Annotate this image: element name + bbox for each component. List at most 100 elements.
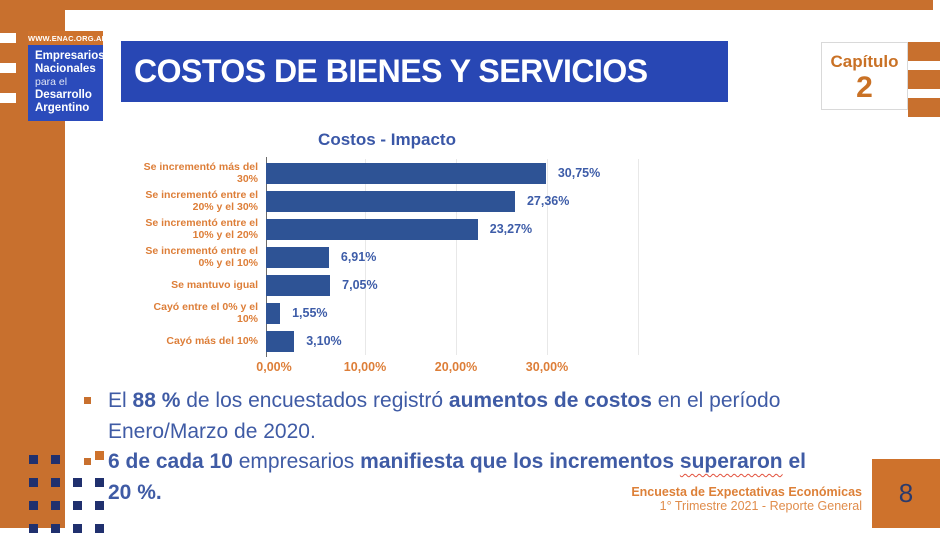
bullet-segment: empresarios [232,450,361,473]
deco-square-navy [29,524,38,533]
chart-bar-track: 6,91% [266,246,630,268]
bullet-segment: en el período [651,389,781,412]
chart-bar [266,330,295,352]
bullet-segment: 6 de cada 10 [108,450,233,473]
chart-bar [266,218,478,240]
chart-bar-track: 27,36% [266,190,630,212]
chapter-label: Capítulo [830,52,899,71]
logo-line: Nacionales [35,63,96,75]
deco-square-navy [51,478,60,487]
bullet-item: 6 de cada 10 empresarios manifiesta que … [84,447,884,508]
chart-x-tick: 10,00% [343,360,387,374]
left-bar-mark [0,63,16,73]
right-accent-bar [908,70,940,89]
bullet-marker [84,397,91,404]
logo-line: Argentino [35,102,90,114]
chart-bar-track: 3,10% [266,330,630,352]
chart-category-label: Se mantuvo igual [171,279,258,291]
chart-category-label: Se incrementó entre el 0% y el 10% [145,245,258,269]
page-number-box: 8 [872,459,940,528]
bullet-segment: aumentos de costos [448,389,652,412]
chart-category-label: Cayó más del 10% [166,335,258,347]
deco-square-navy [73,501,82,510]
chart-bar [266,302,281,324]
deco-square-navy [95,478,104,487]
chart-value-label: 6,91% [340,250,377,264]
chart-bar [266,162,546,184]
costs-impact-chart: Costos - Impacto Se incrementó más del 3… [140,130,670,382]
chart-bar [266,274,331,296]
chart-bar-row: Se incrementó entre el 20% y el 30% 27,36… [140,187,670,215]
slide-title: COSTOS DE BIENES Y SERVICIOS [134,53,648,89]
left-bar-mark [0,33,16,43]
chart-gridline [638,159,639,355]
logo-line: Empresarios [35,50,105,62]
chart-value-label: 3,10% [306,334,342,348]
deco-square-navy [51,501,60,510]
deco-square-navy [95,524,104,533]
slide-title-box: COSTOS DE BIENES Y SERVICIOS [121,41,728,102]
chart-bar-row: Se incrementó entre el 10% y el 20% 23,27… [140,215,670,243]
chart-bar-row: Se mantuvo igual 7,05% [140,271,670,299]
chart-title: Costos - Impacto [318,130,456,149]
chart-bar-row: Cayó más del 10% 3,10% [140,327,670,355]
top-accent-band [0,0,933,10]
deco-square-navy [73,478,82,487]
chart-x-axis: 0,00% 10,00% 20,00% 30,00% [140,360,670,382]
chart-bar-track: 1,55% [266,302,630,324]
chart-gridline [456,159,457,355]
chart-gridline [547,159,548,355]
chart-category-label: Se incrementó entre el 10% y el 20% [145,217,258,241]
chart-value-label: 23,27% [489,222,533,236]
bullet-segment: 88 % [132,389,181,412]
bullet-text: 6 de cada 10 empresarios manifiesta que … [108,447,806,508]
enac-logo: WWW.ENAC.ORG.AR Empresarios Nacionales par… [28,31,107,121]
chart-value-label: 27,36% [526,194,570,208]
deco-square-navy [51,455,60,464]
chart-gridline [365,159,366,355]
logo-line: para el [35,76,68,88]
report-footer: Encuesta de Expectativas Económicas 1° T… [631,485,862,513]
chart-bar [266,246,329,268]
chart-body: Se incrementó más del 30% 30,75% Se increm… [140,157,670,382]
deco-square-navy [51,524,60,533]
bullet-line: Enero/Marzo de 2020. [108,417,780,448]
summary-bullets: El 88 % de los encuestados registró aume… [84,386,884,508]
bullet-line: El 88 % de los encuestados registró aume… [108,386,780,417]
chart-plot: Se incrementó más del 30% 30,75% Se increm… [140,157,670,357]
chart-x-tick: 0,00% [256,360,292,374]
logo-text-block: Empresarios Nacionales para el Desarrollo Ar… [28,45,105,121]
chart-bar-track: 30,75% [266,162,630,184]
bullet-segment: Enero/Marzo de 2020. [108,419,316,443]
footer-report-period: 1° Trimestre 2021 - Reporte General [659,499,862,513]
deco-square-navy [29,478,38,487]
deco-square-navy [29,455,38,464]
bullet-text: El 88 % de los encuestados registró aume… [108,386,780,447]
chart-bar-row: Se incrementó más del 30% 30,75% [140,159,670,187]
bullet-segment: El [108,389,133,412]
chart-bar-row: Cayó entre el 0% y el 10% 1,55% [140,299,670,327]
page-number: 8 [898,478,914,508]
right-accent-bar [908,42,940,61]
bullet-segment: manifiesta que los incrementos [360,450,680,473]
bullet-marker [84,458,91,465]
footer-report-name: Encuesta de Expectativas Económicas [631,485,862,499]
right-accent-bar [908,98,940,117]
deco-square-navy [73,524,82,533]
chart-bar-track: 7,05% [266,274,630,296]
deco-square-navy [29,501,38,510]
bullet-segment: superaron [679,450,783,473]
chart-category-label: Se incrementó más del 30% [143,161,258,185]
chart-x-tick: 20,00% [434,360,478,374]
chart-bar [266,190,515,212]
bullet-segment: el [782,450,806,473]
chart-category-label: Cayó entre el 0% y el 10% [153,301,258,325]
bullet-line: 20 %. [108,478,806,509]
bullet-item: El 88 % de los encuestados registró aume… [84,386,884,447]
chapter-badge: Capítulo 2 [821,42,908,110]
chart-bar-row: Se incrementó entre el 0% y el 10% 6,91% [140,243,670,271]
chart-value-label: 7,05% [342,278,378,292]
chapter-number: 2 [856,71,873,104]
chart-x-tick: 30,00% [525,360,569,374]
left-bar-mark [0,93,16,103]
